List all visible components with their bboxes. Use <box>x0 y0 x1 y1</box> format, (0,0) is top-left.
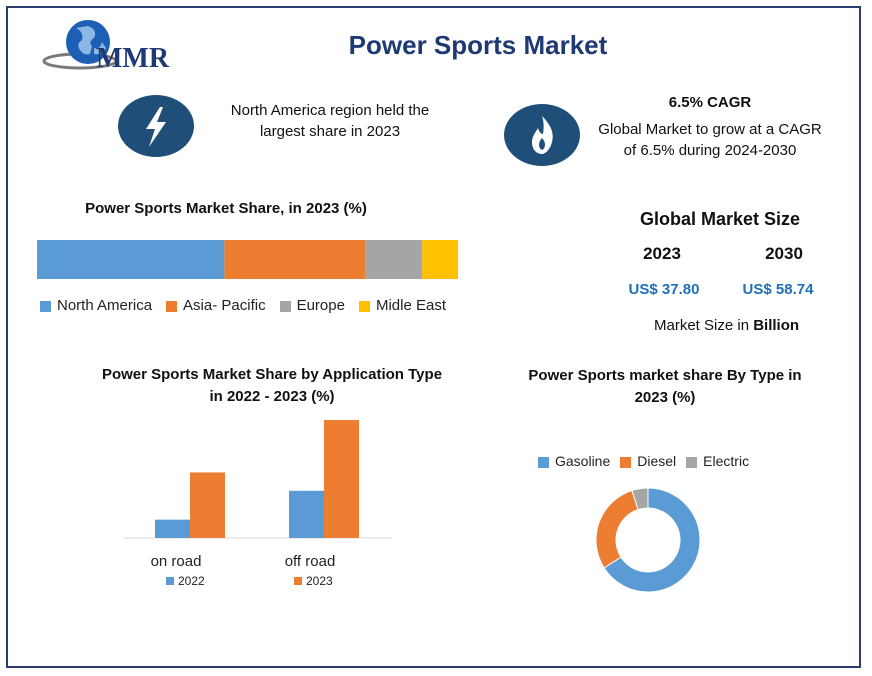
market-size-title: Global Market Size <box>639 209 801 229</box>
application-title-line-1: Power Sports Market Share by Application… <box>101 366 443 383</box>
application-title-line-2: in 2022 - 2023 (%) <box>209 388 335 405</box>
application-bar-on-road-2023 <box>190 472 225 538</box>
share-legend-item-midle-east: Midle East <box>358 297 446 315</box>
type-slice-electric <box>631 487 649 511</box>
year-2030: 2030 <box>765 244 803 263</box>
cagr-highlight: 6.5% CAGR Global Market to grow at a CAG… <box>590 94 830 161</box>
market-size-note: Market Size in Billion <box>654 317 799 334</box>
type-legend-item-gasoline: Gasoline <box>538 453 610 469</box>
type-title-line-2: 2023 (%) <box>634 389 696 406</box>
application-bar-off-road-2022 <box>289 490 324 538</box>
type-legend: Gasoline Diesel Electric <box>538 452 838 470</box>
share-legend-item-europe: Europe <box>279 297 345 315</box>
share-legend-label: North America <box>57 297 153 315</box>
market-size-note-prefix: Market Size in <box>654 317 754 334</box>
market-size-unit: Billion <box>753 317 800 334</box>
application-legend-swatch <box>166 577 174 585</box>
type-legend-label: Diesel <box>637 452 677 469</box>
year-2023: 2023 <box>643 244 681 263</box>
region-highlight: North America region held the largest sh… <box>210 100 450 142</box>
share-chart-title: Power Sports Market Share, in 2023 (%) <box>85 200 367 217</box>
type-slice-gasoline <box>603 487 701 593</box>
share-legend-item-asia-pacific: Asia- Pacific <box>166 297 266 314</box>
mmr-logo: MMR <box>42 20 170 74</box>
value-2023: US$ 37.80 <box>628 281 700 298</box>
share-legend-swatch <box>358 300 370 312</box>
application-chart-title: Power Sports Market Share by Application… <box>80 364 464 408</box>
flame-badge <box>504 104 580 166</box>
type-donut-chart <box>595 487 701 593</box>
type-legend-label: Gasoline <box>555 452 611 469</box>
share-legend-item-north-america: North America <box>40 297 152 314</box>
cagr-line-1: Global Market to grow at a CAGR <box>598 121 822 138</box>
cagr-line-2: of 6.5% during 2024-2030 <box>623 142 797 159</box>
type-slice-diesel <box>595 489 639 569</box>
application-bar-on-road-2022 <box>155 519 190 538</box>
application-bar-off-road-2023 <box>324 420 359 538</box>
share-stacked-bar <box>37 240 458 279</box>
share-segment-asia-pacific <box>224 240 366 279</box>
share-legend-swatch <box>40 300 51 312</box>
share-legend-label: Midle East <box>375 297 446 315</box>
type-chart-title: Power Sports market share By Type in 202… <box>510 365 820 409</box>
type-legend-item-electric: Electric <box>686 453 749 469</box>
infographic-frame <box>6 6 861 668</box>
flame-icon <box>532 116 553 154</box>
application-category-label: off road <box>285 553 336 570</box>
cagr-title: 6.5% CAGR <box>668 94 752 111</box>
share-segment-north-america <box>37 240 225 279</box>
type-title-line-1: Power Sports market share By Type in <box>528 367 802 384</box>
application-legend-label-2022: 2022 <box>178 574 205 588</box>
share-legend-label: Europe <box>296 297 345 315</box>
type-legend-swatch <box>620 456 632 468</box>
type-legend-swatch <box>538 456 549 468</box>
share-legend-swatch <box>166 300 178 312</box>
share-legend: North America Asia- Pacific Europe Midle Ea… <box>40 297 560 315</box>
value-2030: US$ 58.74 <box>742 281 814 298</box>
application-bar-chart: on road off road 2022 2023 <box>124 420 392 588</box>
share-legend-swatch <box>279 300 291 312</box>
lightning-badge <box>118 95 194 157</box>
share-segment-europe <box>365 240 423 279</box>
type-legend-label: Electric <box>703 452 750 469</box>
page-title: Power Sports Market <box>348 30 608 60</box>
region-line-1: North America region held the <box>230 102 430 119</box>
application-legend-swatch <box>294 577 302 585</box>
lightning-icon <box>146 107 166 147</box>
application-category-label: on road <box>151 553 202 570</box>
logo-text: MMR <box>96 43 170 74</box>
share-legend-label: Asia- Pacific <box>183 297 266 315</box>
type-legend-swatch <box>686 456 698 468</box>
region-line-2: largest share in 2023 <box>259 123 401 140</box>
share-segment-midle-east <box>422 240 458 279</box>
application-legend-label-2023: 2023 <box>306 574 333 588</box>
type-legend-item-diesel: Diesel <box>620 453 676 469</box>
